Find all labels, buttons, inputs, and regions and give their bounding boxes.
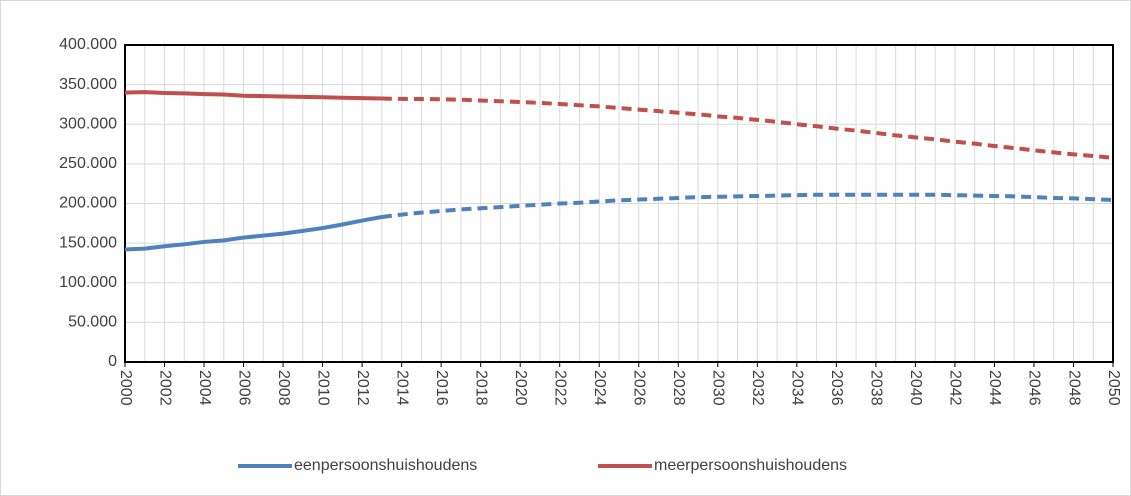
y-tick-label: 350.000 (59, 76, 117, 93)
x-tick-label: 2006 (235, 370, 252, 406)
x-tick-label: 2008 (275, 370, 292, 406)
x-tick-label: 2020 (512, 370, 529, 406)
y-tick-label: 0 (108, 353, 117, 370)
x-tick-label: 2026 (631, 370, 648, 406)
x-tick-label: 2048 (1065, 370, 1082, 406)
x-tick-label: 2002 (156, 370, 173, 406)
y-tick-label: 300.000 (59, 115, 117, 132)
x-tick-label: 2038 (868, 370, 885, 406)
y-tick-label: 50.000 (68, 314, 117, 331)
x-tick-label: 2044 (986, 370, 1003, 406)
series-line (381, 192, 1114, 219)
x-tick-label: 2050 (1105, 370, 1122, 406)
x-tick-label: 2022 (551, 370, 568, 406)
y-tick-label: 150.000 (59, 234, 117, 251)
series-line (124, 215, 383, 252)
x-tick-label: 2036 (828, 370, 845, 406)
x-tick-label: 2000 (117, 370, 134, 406)
x-tick-label: 2012 (354, 370, 371, 406)
y-tick-label: 200.000 (59, 195, 117, 212)
x-tick-label: 2046 (1026, 370, 1043, 406)
x-tick-label: 2016 (433, 370, 450, 406)
series-line (381, 96, 1114, 160)
plot-area (124, 44, 1114, 363)
x-tick-label: 2034 (789, 370, 806, 406)
x-tick-label: 2040 (907, 370, 924, 406)
legend-label: meerpersoonshuishoudens (654, 457, 847, 474)
x-tick-label: 2042 (947, 370, 964, 406)
x-tick-label: 2030 (710, 370, 727, 406)
x-tick-label: 2014 (393, 370, 410, 406)
x-tick-label: 2010 (314, 370, 331, 406)
y-tick-label: 100.000 (59, 274, 117, 291)
x-tick-label: 2004 (196, 370, 213, 406)
x-tick-label: 2032 (749, 370, 766, 406)
x-tick-label: 2024 (591, 370, 608, 406)
y-tick-label: 250.000 (59, 155, 117, 172)
y-tick-label: 400.000 (59, 36, 117, 53)
legend-label: eenpersoonshuishoudens (294, 457, 477, 474)
x-tick-label: 2018 (472, 370, 489, 406)
x-tick-label: 2028 (670, 370, 687, 406)
series-line (124, 90, 382, 101)
